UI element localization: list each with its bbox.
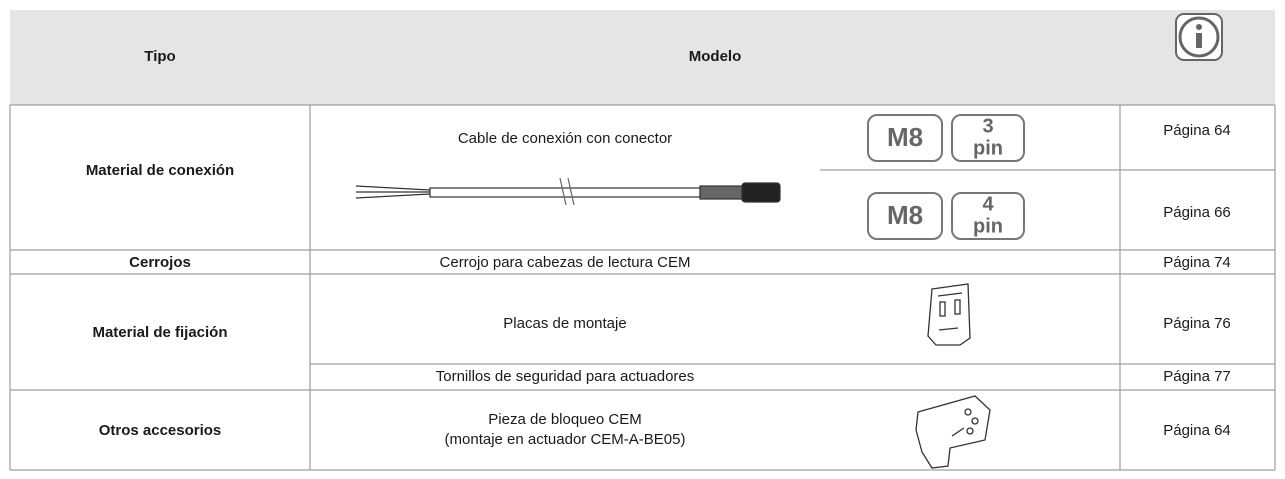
pin-unit: pin — [973, 137, 1003, 159]
modelo: Tornillos de seguridad para actuadores — [436, 368, 695, 385]
tipo: Material de fijación — [92, 324, 227, 341]
tipo: Cerrojos — [129, 254, 191, 271]
page: Página 64 — [1163, 422, 1231, 439]
connector: M8 — [887, 200, 923, 230]
plate-image — [927, 283, 971, 346]
modelo: Placas de montaje — [503, 315, 626, 332]
pin-unit: pin — [973, 215, 1003, 237]
page: Página 66 — [1163, 204, 1231, 221]
info-icon — [1175, 13, 1223, 61]
modelo-note: (montaje en actuador CEM-A-BE05) — [445, 431, 686, 448]
page: Página 74 — [1163, 254, 1231, 271]
cable-image — [355, 177, 781, 206]
lock-piece-image — [915, 395, 991, 469]
modelo: Pieza de bloqueo CEM — [488, 411, 641, 428]
header-bg — [10, 10, 1275, 105]
page: Página 77 — [1163, 368, 1231, 385]
grid — [9, 104, 1276, 471]
m8-3pin: M8 3 pin — [867, 114, 1025, 162]
modelo: Cerrojo para cabezas de lectura CEM — [440, 254, 691, 271]
connector: M8 — [887, 122, 923, 152]
page: Página 76 — [1163, 315, 1231, 332]
tipo: Material de conexión — [86, 162, 234, 179]
pins: 3 — [982, 115, 993, 137]
header-tipo: Tipo — [144, 48, 175, 65]
modelo: Cable de conexión con conector — [458, 130, 672, 147]
header-modelo: Modelo — [689, 48, 742, 65]
pins: 4 — [982, 193, 994, 215]
tipo: Otros accesorios — [99, 422, 222, 439]
page: Página 64 — [1163, 122, 1231, 139]
m8-4pin: M8 4 pin — [867, 192, 1025, 240]
